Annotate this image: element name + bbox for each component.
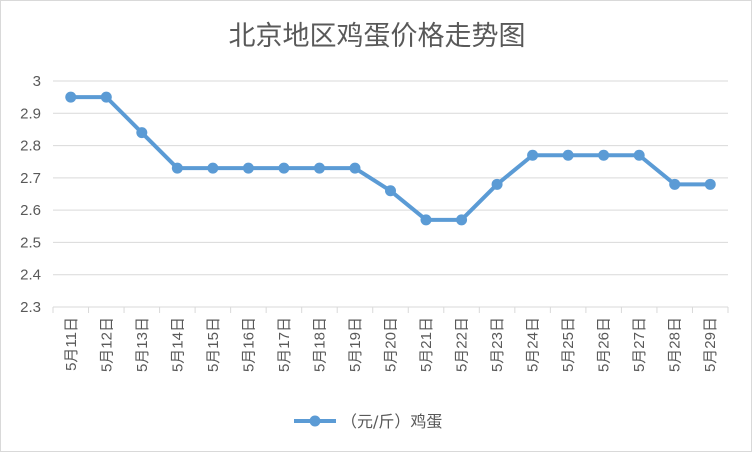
x-tick-label: 5月17日 [276,317,293,372]
data-point [669,178,681,190]
x-tick-label: 5月23日 [489,317,506,372]
data-point [420,214,432,226]
data-point [207,162,219,174]
y-tick-label: 2.6 [20,202,41,219]
data-point [704,178,716,190]
legend: （元/斤）鸡蛋 [294,412,442,431]
x-axis-ticks: 5月11日 5月12日 5月13日 5月14日 5月15日 5月16日 5月17日 5月18日… [52,307,729,372]
y-axis-ticks: 3 2.9 2.8 2.7 2.6 2.5 2.4 2.3 [20,73,41,316]
data-point [278,162,290,174]
legend-label: （元/斤）鸡蛋 [341,412,442,431]
y-tick-label: 2.7 [20,170,41,187]
chart-title: 北京地区鸡蛋价格走势图 [229,21,526,52]
series-layer [65,91,716,226]
data-point [456,214,468,226]
x-tick-label: 5月22日 [454,317,471,372]
series-line [68,95,713,222]
legend-dot-marker [309,415,321,427]
y-tick-label: 2.8 [20,138,41,155]
x-tick-label: 5月27日 [631,317,648,372]
data-point [491,178,503,190]
data-point [562,149,574,161]
data-point [171,162,183,174]
data-point [633,149,645,161]
x-tick-label: 5月20日 [383,317,400,372]
x-tick-label: 5月11日 [63,317,80,371]
data-point [385,185,396,197]
data-point [100,91,112,103]
y-tick-label: 2.4 [20,267,41,284]
gridlines [53,80,728,308]
y-tick-label: 3 [33,73,41,90]
data-point [242,162,254,174]
x-tick-label: 5月24日 [525,317,542,372]
data-point [527,149,539,161]
y-tick-label: 2.9 [20,105,41,122]
x-tick-label: 5月26日 [596,317,613,372]
x-tick-label: 5月28日 [667,317,684,372]
x-tick-label: 5月21日 [418,317,435,372]
y-tick-label: 2.3 [20,299,41,316]
data-point [313,162,325,174]
data-point [136,127,148,139]
x-tick-label: 5月14日 [169,317,186,372]
x-tick-label: 5月12日 [98,317,115,372]
x-tick-label: 5月18日 [311,317,328,372]
data-point [598,149,610,161]
x-tick-label: 5月15日 [205,317,222,372]
x-tick-label: 5月13日 [134,317,151,372]
x-tick-label: 5月25日 [560,317,577,372]
x-tick-label: 5月29日 [702,317,719,372]
x-tick-label: 5月16日 [240,317,257,372]
y-tick-label: 2.5 [20,234,41,251]
data-point [65,91,77,103]
x-tick-label: 5月19日 [347,317,364,372]
data-point [349,162,361,174]
